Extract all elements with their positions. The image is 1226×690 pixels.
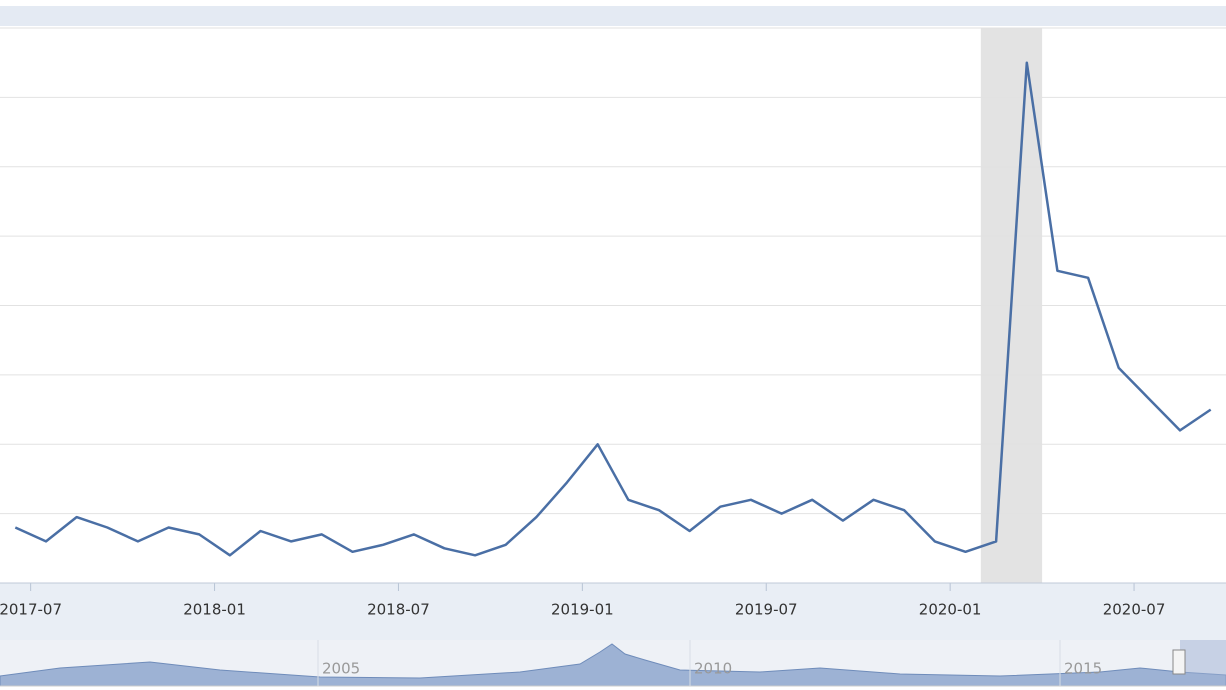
- x-tick-label: 2018-01: [183, 601, 246, 619]
- navigator-label: 2015: [1064, 660, 1102, 678]
- plot: [0, 27, 1226, 584]
- navigator-handle[interactable]: [1172, 649, 1186, 675]
- top-bar: [0, 6, 1226, 26]
- x-axis-band: [0, 583, 1226, 640]
- x-tick-label: 2020-01: [919, 601, 982, 619]
- navigator-label: 2005: [322, 660, 360, 678]
- x-tick-label: 2020-07: [1103, 601, 1166, 619]
- x-tick-label: 2018-07: [367, 601, 430, 619]
- navigator-window[interactable]: [1180, 640, 1226, 686]
- x-tick-label: 2019-01: [551, 601, 614, 619]
- x-tick-label: 2019-07: [735, 601, 798, 619]
- navigator[interactable]: 2005 2010 2015: [0, 640, 1226, 687]
- data-line: [14, 61, 1212, 557]
- navigator-label: 2010: [694, 660, 732, 678]
- x-tick-label: 2017-07: [0, 601, 62, 619]
